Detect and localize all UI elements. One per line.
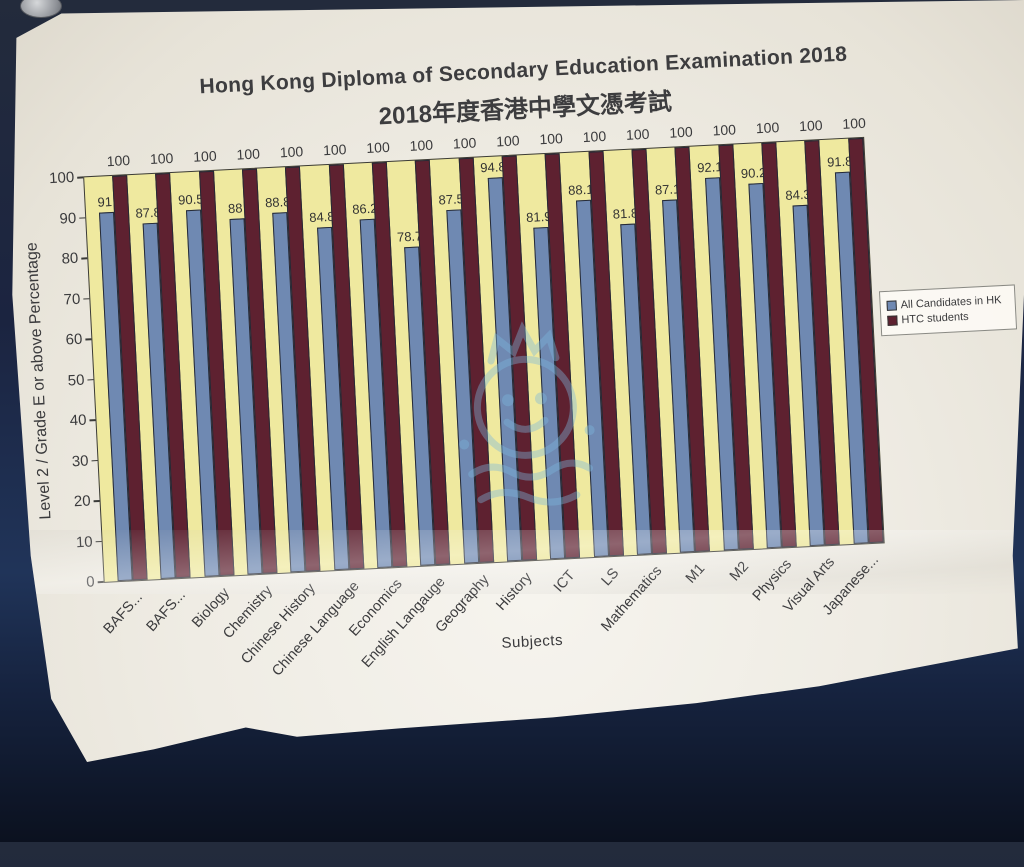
y-tick-label: 20: [73, 492, 91, 511]
y-tick-mark: [95, 540, 102, 543]
y-tick-mark: [97, 580, 104, 583]
y-tick-mark: [89, 419, 96, 421]
bar-value-label: 100: [365, 138, 391, 157]
plot-area: 91 100 87.8 100 90.5 100 88 100 88.8 100 84.8 100 86…: [83, 115, 885, 583]
bar-value-label: 100: [192, 147, 217, 165]
y-tick-label: 40: [69, 411, 87, 430]
bar-value-label: 100: [712, 121, 737, 139]
y-tick-label: 90: [59, 209, 77, 228]
paper-sheet: Hong Kong Diploma of Secondary Education…: [12, 0, 1024, 763]
legend: All Candidates in HK HTC students: [878, 284, 1018, 337]
bar-value-label: 88: [227, 200, 243, 216]
x-tick-label: M1: [683, 560, 709, 587]
bar-value-label: 100: [236, 145, 261, 163]
y-tick-label: 80: [61, 249, 79, 268]
y-tick-label: 30: [71, 452, 89, 470]
y-axis: 0 10 20 30 40 50 60 70 80 90 100: [12, 0, 1003, 591]
y-tick-label: 60: [65, 330, 83, 349]
bar-value-label: 100: [495, 132, 520, 150]
x-tick-label: ICT: [551, 567, 579, 596]
bar-value-label: 100: [798, 116, 823, 135]
y-tick-mark: [77, 176, 84, 179]
y-tick-mark: [93, 499, 100, 502]
bar-value-label: 100: [755, 119, 780, 137]
bar-value-label: 100: [106, 152, 131, 170]
bar-value-label: 100: [279, 143, 304, 161]
bar-value-label: 100: [452, 134, 477, 152]
bar-value-label: 100: [582, 127, 607, 146]
legend-item: HTC students: [887, 309, 1009, 327]
y-tick-mark: [83, 297, 90, 300]
x-tick-label: M2: [726, 558, 752, 585]
bar-value-label: 100: [668, 123, 694, 141]
legend-swatch: [886, 300, 897, 311]
bar-value-label: 100: [149, 149, 174, 167]
x-tick-label: History: [493, 569, 536, 614]
y-tick-mark: [81, 257, 88, 260]
y-tick-label: 0: [85, 573, 96, 591]
y-tick-mark: [91, 459, 98, 462]
y-tick-label: 50: [67, 371, 85, 389]
y-tick-mark: [85, 338, 92, 341]
bar-value-label: 100: [322, 141, 347, 159]
x-tick-label: BAFS...: [100, 589, 146, 638]
bar-value-label: 91: [97, 194, 113, 211]
y-tick-label: 70: [63, 290, 81, 309]
legend-label: All Candidates in HK: [900, 294, 1002, 312]
x-axis: BAFS... BAFS... Biology Chemistry Chinese Hi…: [12, 0, 1003, 679]
bar-value-label: 100: [539, 130, 564, 148]
bar-value-label: 100: [625, 125, 650, 143]
y-tick-mark: [87, 378, 94, 381]
x-tick-label: LS: [598, 565, 623, 590]
y-tick-label: 100: [48, 168, 75, 188]
x-tick-label: BAFS...: [143, 587, 190, 635]
y-tick-label: 10: [75, 532, 94, 551]
legend-swatch: [887, 315, 898, 326]
bar-value-label: 100: [409, 136, 434, 154]
push-pin: [20, 0, 62, 18]
y-tick-mark: [79, 216, 86, 219]
bar-value-label: 100: [842, 114, 867, 132]
legend-label: HTC students: [901, 310, 969, 327]
